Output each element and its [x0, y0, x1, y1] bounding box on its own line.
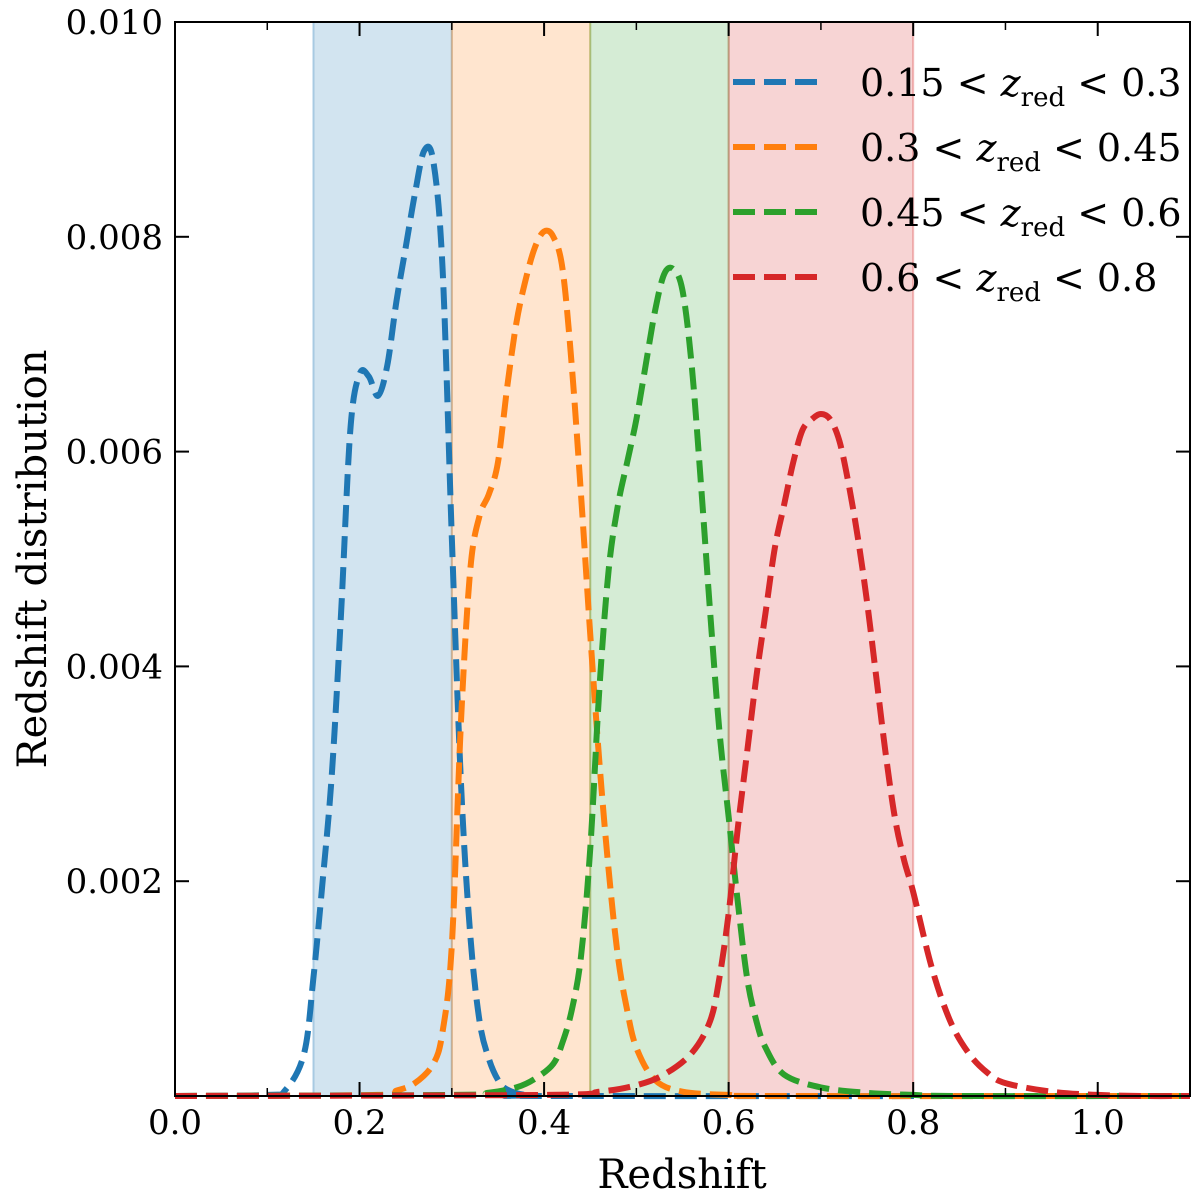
y-tick-label-3: 0.008: [66, 218, 163, 258]
legend-label-1: 0.3 < zred < 0.45: [860, 126, 1182, 178]
y-axis-label: Redshift distribution: [10, 349, 56, 768]
x-tick-labels: 0.0 0.2 0.4 0.6 0.8 1.0: [148, 1103, 1125, 1143]
x-axis-label: Redshift: [597, 1152, 766, 1196]
series-line-3: [174, 411, 1191, 1100]
distribution-curves: [174, 143, 1191, 1100]
y-tick-label-4: 0.010: [66, 3, 163, 43]
x-tick-label-0: 0.0: [148, 1103, 202, 1143]
legend: 0.15 < zred < 0.3 0.3 < zred < 0.45 0.45 <…: [733, 61, 1182, 308]
series-line-2: [174, 264, 1191, 1100]
axis-ticks: [174, 21, 1191, 1096]
y-tick-labels: 0.002 0.004 0.006 0.008 0.010: [66, 3, 163, 902]
series-line-1: [174, 227, 1191, 1100]
band-3: [728, 22, 914, 1096]
x-tick-label-4: 0.8: [886, 1103, 940, 1143]
legend-label-0: 0.15 < zred < 0.3: [860, 61, 1182, 113]
band-1: [451, 22, 591, 1096]
plot-frame: [174, 21, 1191, 1097]
legend-label-3: 0.6 < zred < 0.8: [860, 256, 1157, 308]
x-tick-label-3: 0.6: [702, 1103, 756, 1143]
y-tick-label-0: 0.002: [66, 862, 163, 902]
y-tick-label-2: 0.006: [66, 433, 163, 473]
x-tick-label-1: 0.2: [333, 1103, 387, 1143]
x-tick-label-5: 1.0: [1071, 1103, 1125, 1143]
y-tick-label-1: 0.004: [66, 647, 163, 687]
legend-label-2: 0.45 < zred < 0.6: [860, 191, 1182, 243]
series-line-0: [174, 143, 1191, 1100]
band-0: [313, 22, 452, 1096]
x-tick-label-2: 0.4: [517, 1103, 571, 1143]
